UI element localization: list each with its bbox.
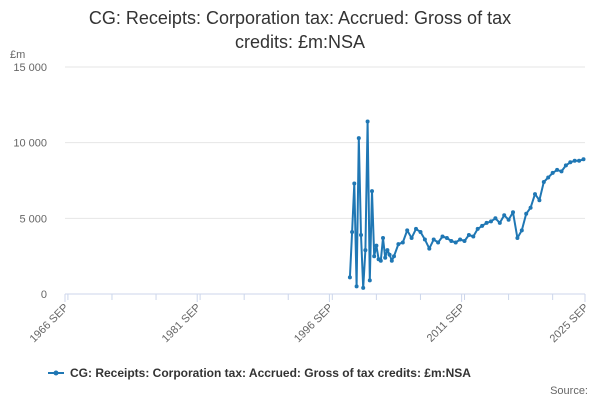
- data-point[interactable]: [471, 234, 476, 239]
- legend[interactable]: CG: Receipts: Corporation tax: Accrued: …: [48, 366, 471, 380]
- y-tick-label: 10 000: [13, 138, 47, 150]
- data-point[interactable]: [511, 210, 515, 215]
- data-point[interactable]: [381, 236, 385, 240]
- series-line[interactable]: [348, 120, 584, 289]
- legend-label: CG: Receipts: Corporation tax: Accrued: …: [70, 366, 471, 380]
- data-point[interactable]: [550, 170, 555, 175]
- y-tick-label: 0: [41, 289, 47, 301]
- data-point[interactable]: [555, 167, 560, 172]
- data-point[interactable]: [400, 240, 405, 245]
- x-tick-label: 2011 SEP: [425, 302, 468, 345]
- x-axis-ticks: 1966 SEP 1981 SEP 1996 SEP 2011 SEP 2025 SEP: [28, 294, 592, 346]
- data-point[interactable]: [577, 158, 582, 163]
- data-point[interactable]: [352, 181, 357, 186]
- data-point[interactable]: [466, 233, 471, 237]
- data-point[interactable]: [537, 198, 542, 203]
- data-point[interactable]: [489, 219, 493, 224]
- data-point[interactable]: [431, 237, 436, 242]
- data-point[interactable]: [541, 180, 546, 184]
- data-point[interactable]: [361, 285, 366, 290]
- data-point[interactable]: [581, 157, 586, 162]
- chart-title-line-1: CG: Receipts: Corporation tax: Accrued: …: [89, 8, 511, 28]
- data-point[interactable]: [378, 258, 383, 263]
- data-point[interactable]: [350, 230, 355, 234]
- data-point[interactable]: [370, 189, 374, 194]
- y-axis-label: £m: [10, 49, 25, 61]
- data-point[interactable]: [405, 228, 410, 233]
- data-point[interactable]: [418, 230, 423, 234]
- y-tick-label: 15 000: [13, 62, 47, 74]
- data-point[interactable]: [480, 223, 485, 228]
- data-point[interactable]: [524, 211, 529, 216]
- chart-title-line-2: credits: £m:NSA: [235, 32, 365, 52]
- x-tick-label: 1966 SEP: [28, 302, 72, 346]
- data-point[interactable]: [533, 192, 537, 197]
- data-point[interactable]: [367, 278, 372, 283]
- data-point[interactable]: [484, 220, 489, 225]
- data-point[interactable]: [414, 226, 418, 231]
- data-point[interactable]: [385, 248, 390, 253]
- data-point[interactable]: [359, 233, 363, 237]
- data-point[interactable]: [559, 169, 564, 174]
- data-point[interactable]: [354, 284, 359, 289]
- data-point[interactable]: [515, 236, 520, 240]
- data-point[interactable]: [444, 236, 449, 240]
- data-point[interactable]: [502, 213, 507, 218]
- x-tick-label: 1981 SEP: [160, 302, 204, 346]
- data-point[interactable]: [387, 252, 392, 257]
- data-point[interactable]: [383, 255, 388, 260]
- x-tick-label: 1996 SEP: [292, 302, 336, 346]
- data-point[interactable]: [347, 275, 352, 280]
- data-point[interactable]: [546, 175, 551, 180]
- x-tick-label: 2025 SEP: [548, 302, 592, 346]
- data-point[interactable]: [462, 239, 467, 243]
- data-point[interactable]: [475, 226, 480, 231]
- data-point[interactable]: [396, 242, 401, 247]
- data-point[interactable]: [363, 248, 368, 253]
- data-point[interactable]: [356, 136, 361, 141]
- grid-lines: [65, 66, 585, 219]
- data-point[interactable]: [365, 119, 370, 124]
- series-layer: [347, 119, 586, 290]
- data-point[interactable]: [449, 239, 454, 243]
- data-point[interactable]: [497, 220, 502, 225]
- data-point[interactable]: [372, 254, 377, 259]
- data-point[interactable]: [506, 217, 511, 222]
- data-point[interactable]: [427, 246, 432, 251]
- legend-point-marker: [53, 370, 59, 376]
- data-point[interactable]: [436, 240, 441, 245]
- data-point[interactable]: [493, 216, 498, 221]
- y-axis-ticks: 0 5 000 10 000 15 000: [13, 62, 47, 301]
- data-point[interactable]: [409, 236, 414, 240]
- data-point[interactable]: [440, 234, 445, 239]
- data-point[interactable]: [519, 228, 524, 233]
- data-point[interactable]: [422, 237, 427, 242]
- data-point[interactable]: [374, 243, 379, 248]
- data-point[interactable]: [392, 254, 396, 259]
- data-point[interactable]: [453, 240, 458, 245]
- data-point[interactable]: [528, 205, 533, 210]
- data-point[interactable]: [458, 237, 463, 242]
- data-point[interactable]: [563, 163, 568, 168]
- data-point[interactable]: [568, 160, 573, 165]
- source-label: Source:: [550, 385, 588, 397]
- y-tick-label: 5 000: [19, 213, 47, 225]
- data-point[interactable]: [389, 258, 394, 263]
- data-point[interactable]: [572, 158, 577, 163]
